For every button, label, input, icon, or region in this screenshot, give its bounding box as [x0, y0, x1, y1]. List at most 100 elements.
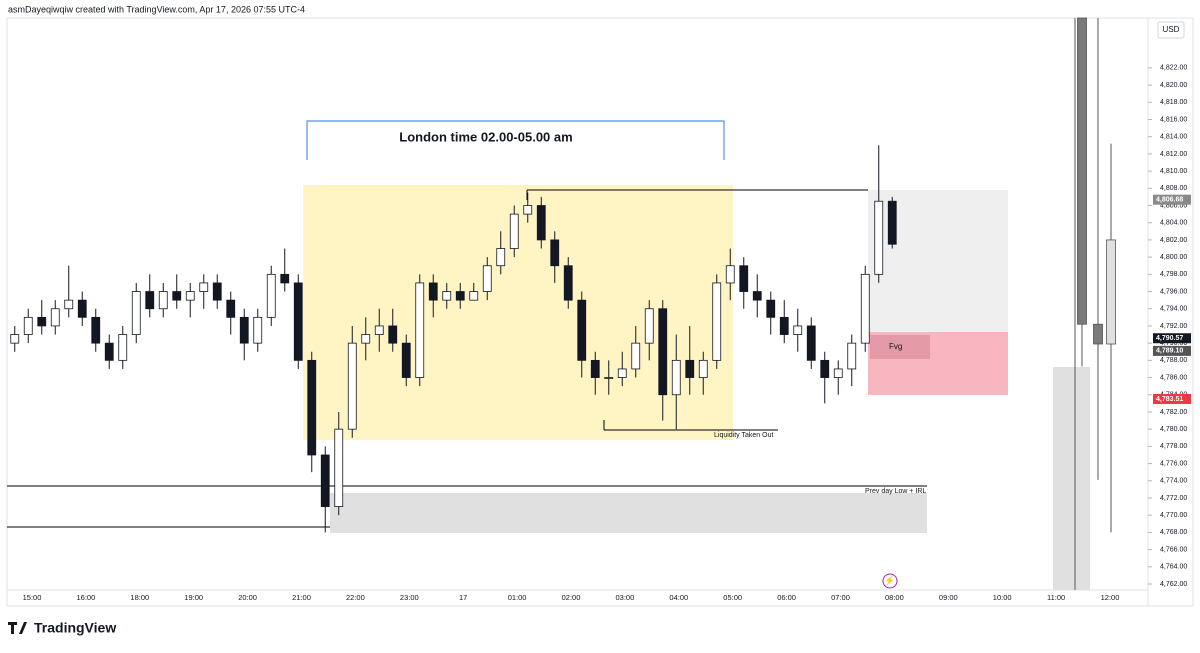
candle-body: [496, 248, 506, 267]
y-tick-label: 4,822.00: [1160, 65, 1187, 72]
y-tick-label: 4,804.00: [1160, 220, 1187, 227]
y-tick-label: 4,810.00: [1160, 168, 1187, 175]
candle-body: [307, 359, 317, 456]
candle-body: [523, 205, 533, 215]
candle-body: [685, 359, 695, 378]
candle-body: [874, 200, 884, 275]
y-tick-label: 4,768.00: [1160, 529, 1187, 536]
candle-body: [91, 316, 101, 344]
price-label: 4,783.51: [1156, 396, 1183, 403]
x-tick-label: 17: [459, 593, 467, 602]
price-label-box: [1153, 194, 1191, 205]
currency-box[interactable]: [1157, 21, 1185, 39]
x-tick-label: 01:00: [508, 593, 527, 602]
candle-body: [37, 316, 47, 327]
y-tick-label: 4,792.00: [1160, 323, 1187, 330]
candle-body: [739, 265, 749, 292]
event-icon[interactable]: [882, 573, 898, 589]
currency: USD: [1163, 25, 1180, 34]
y-tick-label: 4,820.00: [1160, 82, 1187, 89]
candle-body: [172, 291, 182, 301]
session-label: London time 02.00-05.00 am: [399, 129, 572, 144]
session-bracket: [306, 120, 725, 160]
candle-body: [131, 291, 141, 335]
candle-body: [428, 282, 438, 301]
x-tick-label: 03:00: [616, 593, 635, 602]
footer-logo-text: TradingView: [34, 620, 116, 636]
candle-body: [455, 291, 465, 301]
candle-body: [658, 308, 668, 396]
x-tick-label: 12:00: [1101, 593, 1120, 602]
candle-body: [199, 282, 209, 292]
candle-body: [671, 359, 681, 396]
candle-body: [23, 316, 33, 335]
candle-body: [509, 213, 519, 249]
y-tick-label: 4,762.00: [1160, 581, 1187, 588]
y-tick-label: 4,814.00: [1160, 134, 1187, 141]
candle-body: [712, 282, 722, 361]
y-tick-label: 4,776.00: [1160, 460, 1187, 467]
candle-body: [469, 291, 479, 301]
y-tick-label: 4,774.00: [1160, 478, 1187, 485]
candle-body: [212, 282, 222, 301]
y-tick-label: 4,772.00: [1160, 495, 1187, 502]
y-tick-label: 4,766.00: [1160, 546, 1187, 553]
y-tick-label: 4,770.00: [1160, 512, 1187, 519]
candle-body: [833, 368, 843, 378]
y-tick-label: 4,782.00: [1160, 409, 1187, 416]
y-tick-label: 4,778.00: [1160, 443, 1187, 450]
price-label: 4,806.68: [1156, 197, 1183, 204]
candle-body: [64, 299, 74, 310]
candle-body: [482, 265, 492, 292]
candle-body: [577, 299, 587, 361]
candle-body: [793, 325, 803, 335]
candle-body: [631, 342, 641, 370]
x-tick-label: 21:00: [292, 593, 311, 602]
price-label-box: [1153, 333, 1191, 344]
candle-body: [253, 316, 263, 344]
candle-body: [536, 205, 546, 241]
candle-body: [334, 428, 344, 507]
candle-body: [1093, 323, 1103, 345]
candle-body: [50, 308, 60, 327]
candle-body: [77, 299, 87, 318]
x-tick-label: 04:00: [669, 593, 688, 602]
candle-body: [266, 273, 276, 318]
y-tick-label: 4,764.00: [1160, 564, 1187, 571]
logo: [8, 622, 27, 634]
header: asmDayeqiwqiw created with TradingView.c…: [8, 4, 305, 14]
candle-body: [590, 359, 600, 378]
candle-body: [766, 299, 776, 318]
price-label-box: [1153, 393, 1191, 404]
candle-body: [644, 308, 654, 344]
candle-body: [806, 325, 816, 361]
y-tick-label: 4,802.00: [1160, 237, 1187, 244]
price-label: 4,789.10: [1156, 348, 1183, 355]
y-tick-label: 4,818.00: [1160, 99, 1187, 106]
candle-body: [550, 239, 560, 267]
candle-body: [887, 200, 897, 245]
candle-body: [361, 334, 371, 344]
y-tick-label: 4,800.00: [1160, 254, 1187, 261]
price-label: 4,790.57: [1156, 335, 1183, 342]
candle-body: [604, 377, 614, 379]
zone: [330, 493, 927, 533]
candle-body: [1077, 17, 1087, 325]
y-tick-label: 4,790.00: [1160, 340, 1187, 347]
candle-body: [698, 359, 708, 378]
y-tick-label: 4,806.00: [1160, 202, 1187, 209]
candle-body: [442, 291, 452, 301]
candle-body: [617, 368, 627, 378]
y-tick-label: 4,796.00: [1160, 288, 1187, 295]
annotation: Prev day Low + IRL: [865, 488, 926, 495]
fvg-label-box: [870, 335, 930, 359]
y-tick-label: 4,798.00: [1160, 271, 1187, 278]
candle-body: [820, 359, 830, 378]
x-tick-label: 18:00: [130, 593, 149, 602]
candle-body: [347, 342, 357, 430]
candle-body: [239, 316, 249, 344]
candle-body: [415, 282, 425, 378]
x-tick-label: 19:00: [184, 593, 203, 602]
candle-body: [388, 325, 398, 344]
